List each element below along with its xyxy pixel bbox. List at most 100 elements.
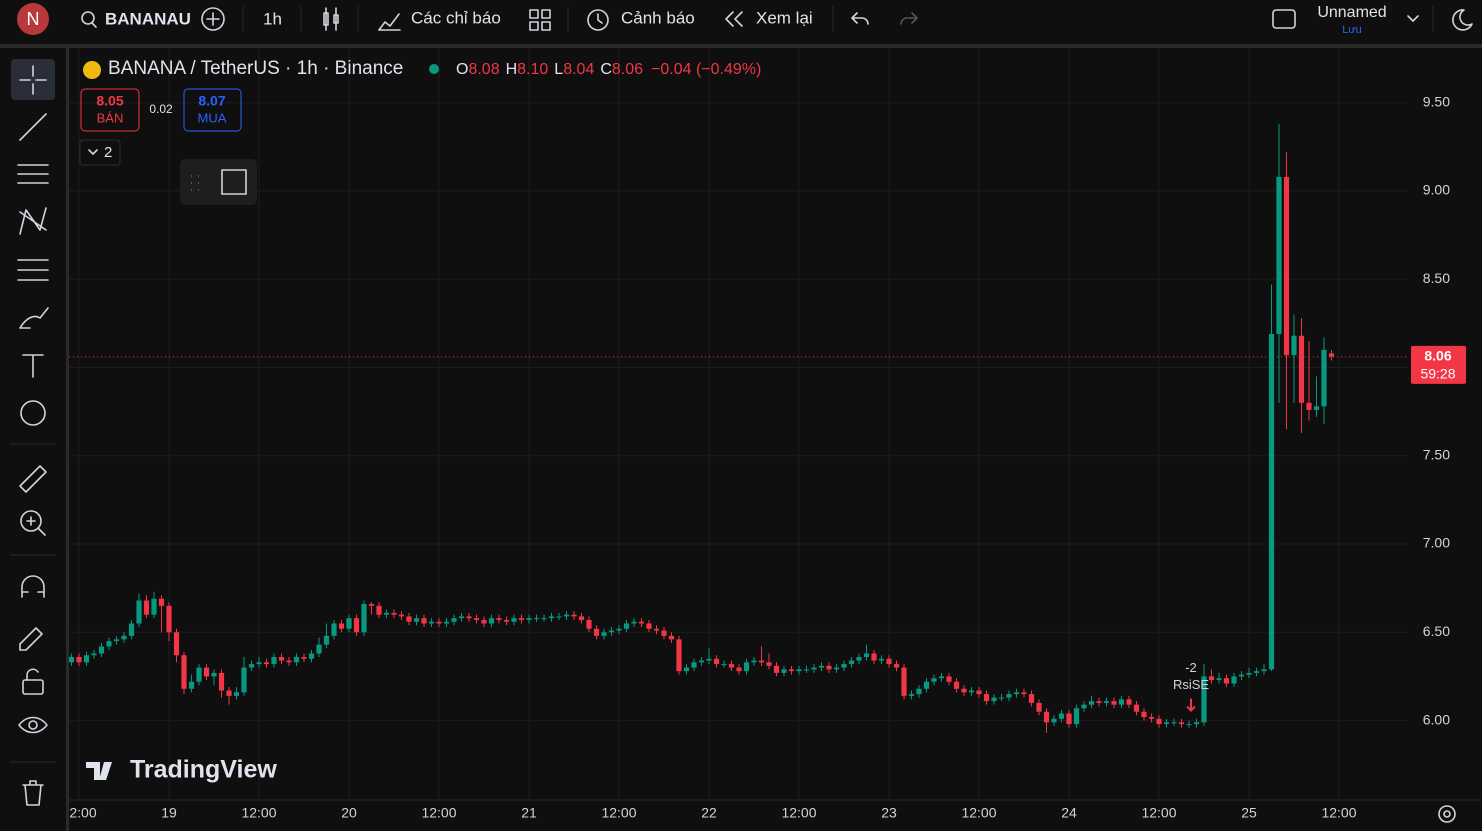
candle-body xyxy=(841,664,847,668)
candle-body xyxy=(661,630,667,636)
chart-settings[interactable] xyxy=(1438,805,1456,823)
candle-body xyxy=(323,635,330,645)
spread: 0.02 xyxy=(149,102,173,116)
measure-tool[interactable] xyxy=(19,465,47,493)
price-tag-price: 8.06 xyxy=(1424,348,1451,364)
pattern-tool[interactable] xyxy=(19,207,47,235)
candle-body xyxy=(961,688,967,693)
x-tick-label: 23 xyxy=(881,805,897,821)
brush-tool[interactable] xyxy=(19,307,49,329)
candle-body xyxy=(143,600,150,615)
candle-body xyxy=(1073,708,1080,725)
candle-body xyxy=(1043,711,1050,723)
candle-body xyxy=(1321,349,1327,407)
candle-body xyxy=(1081,704,1087,709)
candle-body xyxy=(106,641,112,647)
zoom-tool[interactable] xyxy=(20,510,42,532)
sell-button[interactable] xyxy=(80,88,140,132)
candle-body xyxy=(1156,718,1162,725)
undo-button[interactable] xyxy=(851,12,869,25)
candle-body xyxy=(413,618,420,622)
candle-body xyxy=(1028,694,1035,703)
interval-button[interactable]: 1h xyxy=(263,9,282,28)
x-tick-label: 2:00 xyxy=(69,805,96,821)
redo-button[interactable] xyxy=(900,12,918,25)
add-symbol[interactable] xyxy=(201,7,225,31)
text-tool[interactable] xyxy=(22,354,44,378)
layout-button[interactable] xyxy=(1272,9,1296,29)
candle-body xyxy=(886,658,892,665)
symbol-search[interactable]: BANANAU xyxy=(105,9,191,28)
x-tick-label: 12:00 xyxy=(421,805,456,821)
candle-body xyxy=(473,618,480,620)
replay-button[interactable]: Xem lại xyxy=(756,8,813,27)
templates-button[interactable] xyxy=(529,9,551,31)
candle-body xyxy=(188,681,195,689)
search-icon xyxy=(91,22,97,28)
magnet-tool[interactable] xyxy=(21,575,45,598)
crosshair-tool-active[interactable] xyxy=(11,59,55,100)
forecast-tool[interactable] xyxy=(17,259,49,281)
fib-tool[interactable] xyxy=(17,164,49,184)
candle-body xyxy=(376,605,382,615)
candles: -2 RsiSE xyxy=(68,123,1335,733)
candle-body xyxy=(346,618,352,629)
drag-handle[interactable] xyxy=(191,175,199,191)
layout-menu[interactable] xyxy=(1407,15,1419,22)
candle-body xyxy=(766,662,772,666)
chart-type-button[interactable] xyxy=(323,7,339,31)
candle-body xyxy=(526,618,532,620)
candle-body xyxy=(1298,335,1305,403)
layout-name[interactable]: Unnamed xyxy=(1317,4,1386,21)
candle-body xyxy=(1291,335,1297,356)
add-icon xyxy=(206,12,220,26)
buy-button[interactable] xyxy=(183,88,242,132)
alerts-button[interactable]: Cảnh báo xyxy=(621,8,695,27)
candle-body xyxy=(856,657,862,661)
alert-icon xyxy=(597,13,603,24)
candle-body xyxy=(1186,724,1192,726)
candle-body xyxy=(1036,702,1042,712)
y-tick-label: 9.50 xyxy=(1423,93,1450,109)
candle-body xyxy=(98,646,105,654)
icon-tool[interactable] xyxy=(20,400,46,426)
candle-body xyxy=(241,667,247,693)
hide-tool[interactable] xyxy=(18,716,48,734)
x-tick-label: 21 xyxy=(521,805,537,821)
y-tick-label: 6.00 xyxy=(1423,711,1450,727)
time-axis-bg xyxy=(69,800,1482,831)
x-tick-label: 24 xyxy=(1061,805,1077,821)
symbol-logo xyxy=(83,61,101,79)
grid xyxy=(69,48,1408,800)
lock-drawing-tool[interactable] xyxy=(19,627,43,651)
candle-body xyxy=(338,623,345,629)
x-tick-label: 12:00 xyxy=(961,805,996,821)
candle-body xyxy=(773,665,780,673)
candle-body xyxy=(586,619,592,629)
indicators-toggle[interactable] xyxy=(79,139,121,166)
symbol-title: BANANA / TetherUS · 1h · Binance xyxy=(108,58,403,79)
quick-search[interactable] xyxy=(1452,9,1473,31)
price-tag-countdown: 59:28 xyxy=(1420,366,1455,382)
remove-tool[interactable] xyxy=(22,780,44,806)
x-tick-label: 12:00 xyxy=(1141,805,1176,821)
candle-body xyxy=(211,672,217,677)
rectangle-tool[interactable] xyxy=(221,169,247,195)
candle-body xyxy=(1096,701,1102,703)
y-tick-label: 6.50 xyxy=(1423,623,1450,639)
watermark-text: TradingView xyxy=(130,756,277,784)
candle-body xyxy=(271,657,277,665)
candle-body xyxy=(1013,692,1020,695)
candle-body xyxy=(128,623,135,636)
lock-tool[interactable] xyxy=(22,679,44,695)
indicators-button[interactable]: Các chỉ báo xyxy=(411,8,501,27)
candle-body xyxy=(151,598,157,615)
x-tick-label: 12:00 xyxy=(1321,805,1356,821)
signal-arrow xyxy=(1186,698,1196,712)
save-label[interactable]: Lưu xyxy=(1342,24,1362,36)
candle-body xyxy=(383,612,390,615)
avatar[interactable] xyxy=(17,3,49,35)
trend-line-tool[interactable] xyxy=(19,113,47,141)
